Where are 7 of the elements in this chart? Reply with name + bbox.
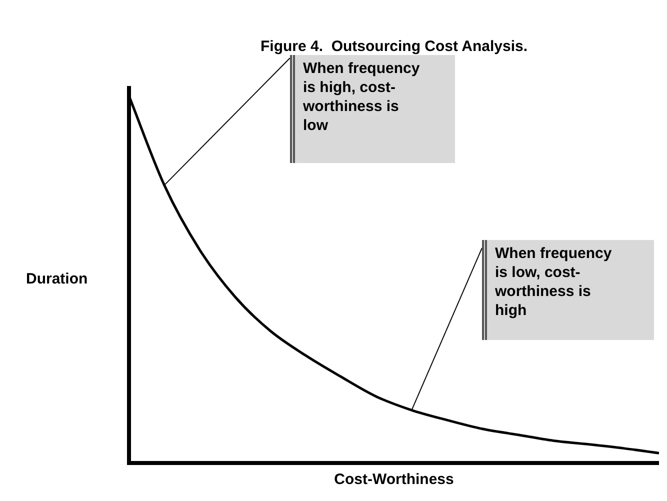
- annotation: When frequency is low, cost-worthiness is high: [495, 244, 613, 320]
- x-axis-title: Cost-Worthiness: [334, 471, 454, 488]
- annotation: When frequency is high, cost-worthiness is low: [303, 59, 421, 135]
- note-box: When frequency is low, cost-worthiness is high: [482, 240, 654, 340]
- chart-title: Figure 4. Outsourcing Cost Analysis.: [260, 38, 528, 56]
- note-box: When frequency is high, cost-worthiness is low: [290, 55, 455, 163]
- y-axis-title: Duration: [26, 270, 88, 288]
